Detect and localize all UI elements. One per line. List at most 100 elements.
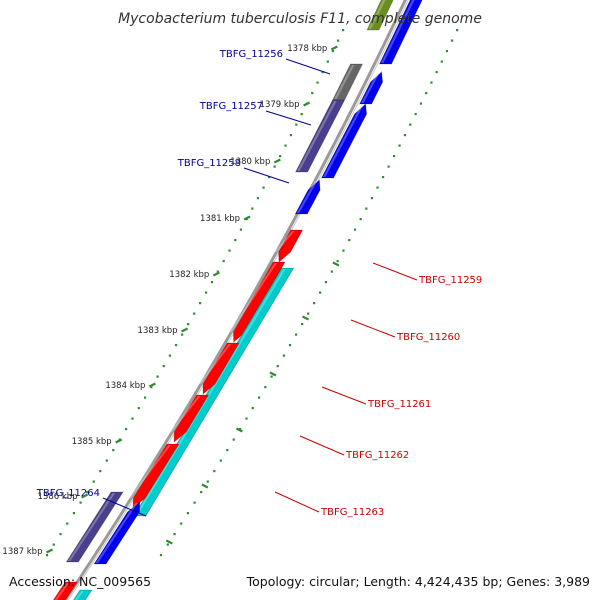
gene-label-right[interactable]: TBFG_11263	[320, 507, 384, 518]
kbp-label: 1385 kbp	[72, 437, 112, 447]
tick-dot	[276, 365, 279, 368]
gene-forward-1380-shine	[323, 105, 364, 177]
kbp-major-tick	[115, 438, 123, 444]
gene-cyan-bottom-shine	[74, 591, 84, 600]
kbp-major-tick	[243, 215, 251, 221]
tick-dot	[256, 197, 260, 200]
kbp-label: 1381 kbp	[200, 214, 240, 224]
kbp-label: 1382 kbp	[169, 270, 209, 280]
tick-dot	[239, 428, 242, 431]
tick-dot	[150, 386, 153, 389]
gene-reverse-bottom[interactable]	[50, 581, 79, 600]
tick-dot	[381, 176, 385, 179]
tick-dot	[307, 312, 310, 315]
tick-dot	[330, 270, 333, 273]
tick-dot	[66, 522, 69, 525]
tick-dot	[267, 176, 271, 179]
tick-dot	[264, 386, 267, 389]
tick-dot	[456, 29, 459, 32]
tick-dot	[245, 417, 248, 420]
kbp-major-tick	[148, 382, 156, 388]
tick-dot	[143, 396, 147, 399]
gene-reverse-1385[interactable]	[173, 394, 210, 443]
gene-label-left[interactable]: TBFG_11258	[177, 158, 241, 169]
label-leader	[372, 262, 418, 281]
tick-dot	[295, 123, 298, 126]
gene-forward-top[interactable]	[378, 0, 425, 65]
inner-tick-ring	[159, 29, 459, 557]
kbp-label: 1386 kbp	[38, 492, 78, 502]
tick-dot	[59, 533, 62, 536]
map-title: Mycobacterium tuberculosis F11, complete…	[118, 11, 482, 27]
gene-label-left[interactable]: TBFG_11257	[199, 101, 263, 112]
tick-dot	[324, 281, 328, 284]
tick-dot	[425, 92, 428, 95]
gene-tbfg-11257[interactable]	[294, 99, 346, 173]
tick-dot	[348, 239, 351, 242]
tick-dot	[392, 155, 396, 158]
tick-dot	[92, 480, 95, 483]
kbp-label: 1384 kbp	[105, 381, 145, 391]
tick-dot	[270, 375, 273, 378]
tick-dot	[278, 155, 282, 158]
tick-dot	[174, 344, 178, 347]
gene-forward-1387[interactable]	[93, 501, 141, 565]
tick-dot	[387, 165, 390, 168]
gene-label-left[interactable]: TBFG_11264	[36, 488, 100, 499]
kbp-major-tick	[45, 548, 53, 554]
gene-forward-1387-shine	[95, 503, 138, 563]
tick-dot	[398, 144, 401, 147]
tick-dot	[137, 407, 140, 410]
tick-dot	[450, 39, 454, 42]
tick-dot	[166, 543, 169, 546]
backbone-line	[63, 0, 407, 600]
tick-dot	[226, 449, 229, 452]
gene-tbfg-11264-shine	[67, 493, 116, 561]
tick-dot	[187, 323, 190, 326]
tick-dot	[52, 543, 55, 546]
gene-cyan-bottom[interactable]	[70, 589, 93, 600]
gene-label-right[interactable]: TBFG_11261	[367, 399, 431, 410]
gene-reverse-1384[interactable]	[202, 342, 240, 395]
tick-dot	[288, 344, 292, 347]
gene-tbfg-11257-shine	[297, 101, 337, 171]
gene-label-left[interactable]: TBFG_11256	[219, 49, 283, 60]
tick-dot	[72, 512, 76, 515]
tick-dot	[284, 144, 287, 147]
tick-dot	[216, 270, 219, 273]
tick-dot	[131, 417, 134, 420]
tick-dot	[262, 186, 265, 189]
tick-dot	[193, 501, 196, 504]
gene-reverse-bottom-shine	[54, 583, 70, 600]
gene-reverse-1383-shine	[229, 263, 277, 332]
tick-dot	[430, 81, 433, 84]
label-leader	[285, 58, 331, 75]
gene-reverse-1382[interactable]	[278, 229, 304, 263]
tick-dot	[159, 554, 163, 557]
gene-forward-1380[interactable]	[320, 103, 368, 179]
tick-dot	[342, 249, 345, 252]
gene-forward-1381[interactable]	[294, 179, 321, 215]
tick-dot	[112, 449, 115, 452]
gene-label-right[interactable]: TBFG_11260	[396, 332, 460, 343]
label-leader	[102, 497, 147, 517]
inner-major-tick	[301, 315, 309, 321]
gene-top-green[interactable]	[366, 0, 396, 31]
gene-reverse-1383[interactable]	[232, 261, 286, 343]
tick-dot	[311, 92, 314, 95]
tick-dot	[419, 102, 423, 105]
tick-dot	[301, 323, 304, 326]
gene-top-green-shine	[368, 0, 386, 29]
tick-dot	[370, 197, 374, 200]
tick-dot	[336, 260, 339, 263]
gene-label-right[interactable]: TBFG_11259	[418, 275, 482, 286]
tick-dot	[318, 291, 322, 294]
tick-dot	[45, 554, 49, 557]
gene-reverse-1385-shine	[169, 396, 201, 432]
tick-dot	[251, 407, 254, 410]
gene-tbfg-11264[interactable]	[65, 491, 124, 563]
gene-label-right[interactable]: TBFG_11262	[345, 450, 409, 461]
tick-dot	[336, 39, 340, 42]
label-leader	[321, 386, 367, 405]
